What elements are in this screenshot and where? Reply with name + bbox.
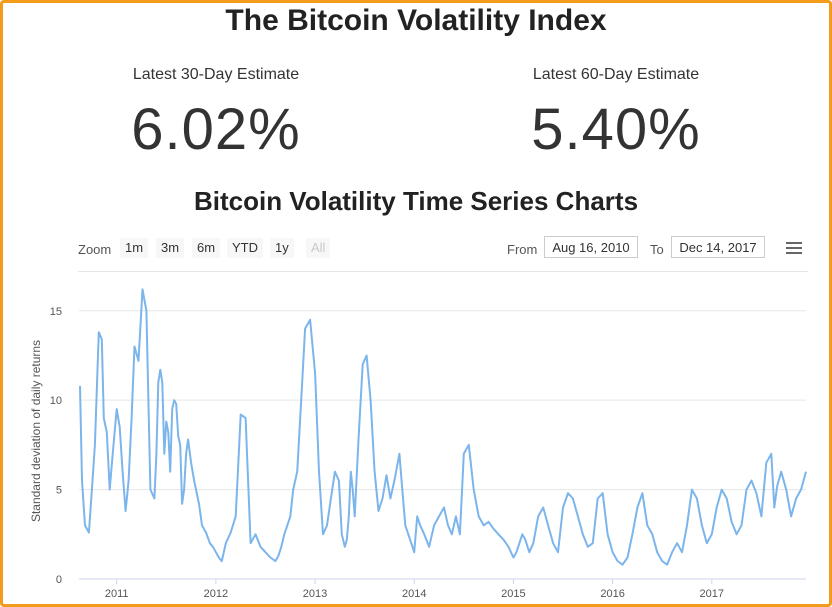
series-layer [79, 288, 807, 566]
zoom-1y-button[interactable]: 1y [270, 238, 294, 258]
x-tick-label: 2013 [303, 588, 327, 600]
page-title: The Bitcoin Volatility Index [225, 4, 607, 37]
from-label: From [507, 242, 538, 257]
x-tick-label: 2016 [600, 588, 624, 600]
range-toolbar: Zoom 1m 3m 6m YTD 1y All From Aug 16, 20… [78, 236, 808, 262]
x-tick-label: 2015 [501, 588, 525, 600]
estimate-60-day-value: 5.40% [531, 97, 701, 162]
x-tick-label: 2014 [402, 588, 426, 600]
estimate-30-day-label: Latest 30-Day Estimate [132, 66, 300, 83]
chart-section-title: Bitcoin Volatility Time Series Charts [193, 186, 639, 216]
y-axis-label: Standard deviation of daily returns [29, 340, 43, 522]
axes: 0 5 10 15 2011 2012 2013 2014 2015 2016 2017 [50, 306, 806, 600]
to-date-input[interactable]: Dec 14, 2017 [671, 236, 765, 258]
zoom-6m-button[interactable]: 6m [192, 238, 221, 258]
y-tick-label: 10 [50, 395, 62, 407]
zoom-1m-button[interactable]: 1m [120, 238, 149, 258]
y-tick-label: 5 [56, 485, 62, 497]
y-tick-label: 0 [56, 574, 62, 586]
from-date-input[interactable]: Aug 16, 2010 [544, 236, 638, 258]
estimate-60-day-label: Latest 60-Day Estimate [532, 66, 700, 83]
estimate-60-day: Latest 60-Day Estimate 5.40% [466, 66, 766, 163]
x-tick-label: 2012 [204, 588, 228, 600]
estimate-30-day-value: 6.02% [131, 97, 301, 162]
hamburger-menu-icon[interactable] [786, 242, 802, 255]
grid-lines [79, 310, 806, 491]
x-tick-label: 2011 [105, 588, 129, 600]
zoom-all-button[interactable]: All [306, 238, 331, 258]
volatility-series-line [79, 288, 807, 566]
toolbar-divider [78, 271, 808, 272]
estimate-30-day: Latest 30-Day Estimate 6.02% [66, 66, 366, 163]
x-tick-label: 2017 [700, 588, 724, 600]
zoom-3m-button[interactable]: 3m [156, 238, 185, 258]
y-tick-label: 15 [50, 306, 62, 318]
zoom-label: Zoom [78, 242, 112, 257]
zoom-ytd-button[interactable]: YTD [227, 238, 263, 258]
to-label: To [650, 242, 664, 257]
